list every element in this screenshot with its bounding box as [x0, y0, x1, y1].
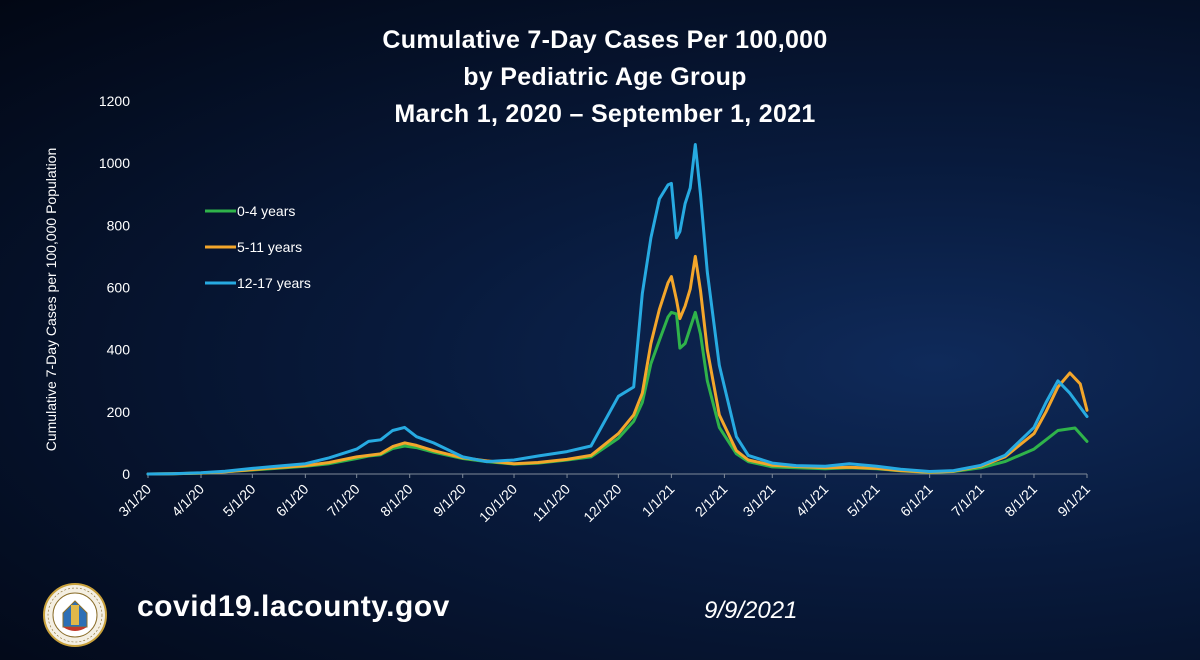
- x-tick-label: 8/1/20: [377, 481, 416, 520]
- x-tick-label: 4/1/21: [793, 481, 832, 520]
- x-tick-label: 3/1/21: [740, 481, 779, 520]
- y-axis-ticks: 0 200 400 600 800 1000 1200: [99, 93, 130, 482]
- chart-title: Cumulative 7-Day Cases Per 100,000 by Pe…: [0, 22, 1200, 133]
- x-tick-label: 3/1/20: [115, 481, 154, 520]
- x-tick-label: 5/1/20: [220, 481, 259, 520]
- x-tick-label: 5/1/21: [844, 481, 883, 520]
- x-tick-label: 9/1/20: [430, 481, 469, 520]
- x-tick-label: 2/1/21: [692, 481, 731, 520]
- title-line-3: March 1, 2020 – September 1, 2021: [394, 100, 816, 128]
- y-tick-label: 1200: [99, 93, 130, 109]
- x-tick-label: 8/1/21: [1001, 481, 1040, 520]
- y-tick-label: 1000: [99, 155, 130, 171]
- y-tick-label: 400: [107, 342, 131, 358]
- x-tick-label: 9/1/21: [1054, 481, 1093, 520]
- series-line-0-4-years: [146, 310, 1089, 476]
- county-seal-logo: [43, 583, 107, 647]
- x-tick-label: 1/1/21: [639, 481, 678, 520]
- y-tick-label: 600: [107, 280, 131, 296]
- legend-label-0-4-years: 0-4 years: [237, 203, 295, 219]
- x-tick-label: 4/1/20: [168, 481, 207, 520]
- x-tick-label: 11/1/20: [530, 481, 574, 525]
- x-tick-label: 10/1/20: [476, 481, 520, 525]
- legend: 0-4 years 5-11 years 12-17 years: [205, 203, 311, 291]
- series-lines: [146, 143, 1089, 476]
- x-tick-label: 6/1/21: [897, 481, 936, 520]
- legend-label-5-11-years: 5-11 years: [237, 239, 302, 255]
- y-tick-label: 200: [107, 404, 131, 420]
- series-line-12-17-years: [146, 143, 1089, 476]
- title-line-2: by Pediatric Age Group: [463, 63, 747, 91]
- x-axis-ticks: 3/1/20 4/1/20 5/1/20 6/1/20 7/1/20 8/1/20 9/1/…: [115, 474, 1093, 525]
- y-tick-label: 0: [122, 466, 130, 482]
- x-tick-label: 7/1/21: [948, 481, 987, 520]
- x-tick-label: 7/1/20: [324, 481, 363, 520]
- title-line-1: Cumulative 7-Day Cases Per 100,000: [382, 26, 828, 54]
- x-tick-label: 6/1/20: [273, 481, 312, 520]
- legend-label-12-17-years: 12-17 years: [237, 275, 311, 291]
- y-tick-label: 800: [107, 217, 131, 233]
- x-tick-label: 12/1/20: [580, 481, 624, 525]
- footer-date: 9/9/2021: [704, 597, 798, 624]
- y-axis-label: Cumulative 7-Day Cases per 100,000 Popul…: [43, 148, 59, 452]
- footer-url: covid19.lacounty.gov: [137, 590, 450, 623]
